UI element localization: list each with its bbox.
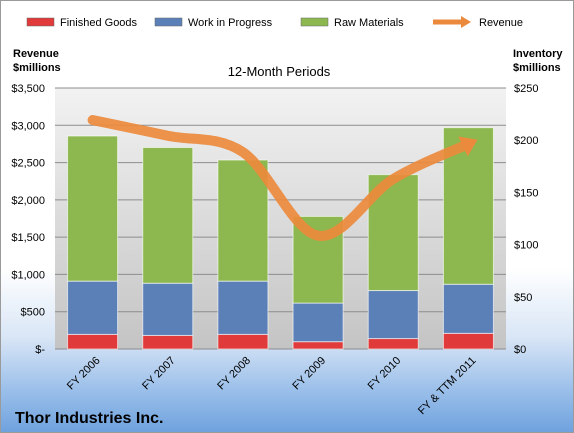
x-tick-label: FY 2008 — [215, 355, 253, 393]
left-tick-label: $2,000 — [11, 195, 45, 207]
revenue-arrowhead — [458, 136, 478, 157]
left-axis-ticks: $- $500 $1,000 $1,500 $2,000 $2,500 $3,000 $3,5… — [11, 83, 45, 356]
right-tick-label: $50 — [514, 292, 532, 304]
x-axis-labels: FY 2006 FY 2007 FY 2008 FY 2009 FY 2010 FY & … — [65, 355, 479, 418]
bar-finished-goods — [292, 341, 344, 350]
bar-finished-goods — [367, 338, 419, 350]
bar-raw-materials — [142, 147, 194, 284]
legend: Finished Goods Work in Progress Raw Materi… — [26, 16, 523, 29]
left-tick-label: $500 — [21, 307, 45, 319]
y-right-label-line2: $millions — [513, 62, 561, 74]
right-tick-label: $150 — [514, 187, 538, 199]
left-tick-label: $3,500 — [11, 83, 45, 95]
right-tick-label: $0 — [514, 344, 526, 356]
legend-swatch-finished-goods — [26, 17, 55, 27]
left-tick-label: $3,000 — [11, 120, 45, 132]
y-right-label-line1: Inventory — [513, 48, 563, 60]
y-left-label-line1: Revenue — [13, 48, 59, 60]
chart-title: 12-Month Periods — [228, 64, 331, 79]
left-tick-label: $- — [35, 344, 45, 356]
bar-raw-materials — [67, 135, 119, 282]
bar-work-in-progress — [442, 283, 494, 334]
right-tick-label: $250 — [514, 83, 538, 95]
legend-label-revenue: Revenue — [479, 17, 523, 29]
bars — [67, 127, 494, 350]
y-left-label-line2: $millions — [13, 62, 61, 74]
bar-finished-goods — [67, 333, 119, 350]
right-axis-ticks: $0 $50 $100 $150 $200 $250 — [514, 83, 538, 356]
bar-finished-goods — [442, 332, 494, 350]
legend-swatch-raw-materials — [300, 17, 329, 27]
x-tick-label: FY 2007 — [140, 355, 178, 393]
right-tick-label: $100 — [514, 240, 538, 252]
right-tick-label: $200 — [514, 135, 538, 147]
legend-arrow-revenue — [461, 16, 471, 28]
legend-label-raw-materials: Raw Materials — [334, 17, 404, 29]
bar-finished-goods — [142, 334, 194, 350]
x-tick-label: FY 2010 — [366, 355, 404, 393]
x-tick-label: FY 2009 — [290, 355, 328, 393]
left-tick-label: $2,500 — [11, 158, 45, 170]
bar-work-in-progress — [217, 280, 269, 335]
company-name: Thor Industries Inc. — [15, 410, 163, 427]
x-tick-label: FY & TTM 2011 — [416, 355, 479, 418]
legend-label-work-in-progress: Work in Progress — [188, 17, 273, 29]
x-tick-label: FY 2006 — [65, 355, 103, 393]
left-tick-label: $1,500 — [11, 232, 45, 244]
left-tick-label: $1,000 — [11, 269, 45, 281]
bar-work-in-progress — [67, 280, 119, 335]
bar-raw-materials — [217, 159, 269, 282]
bar-work-in-progress — [367, 290, 419, 340]
legend-swatch-work-in-progress — [154, 17, 183, 27]
legend-label-finished-goods: Finished Goods — [60, 17, 138, 29]
bar-work-in-progress — [142, 282, 194, 336]
revenue-line — [87, 115, 474, 241]
bar-work-in-progress — [292, 302, 344, 343]
bar-finished-goods — [217, 333, 269, 350]
revenue-line-group — [87, 115, 478, 241]
